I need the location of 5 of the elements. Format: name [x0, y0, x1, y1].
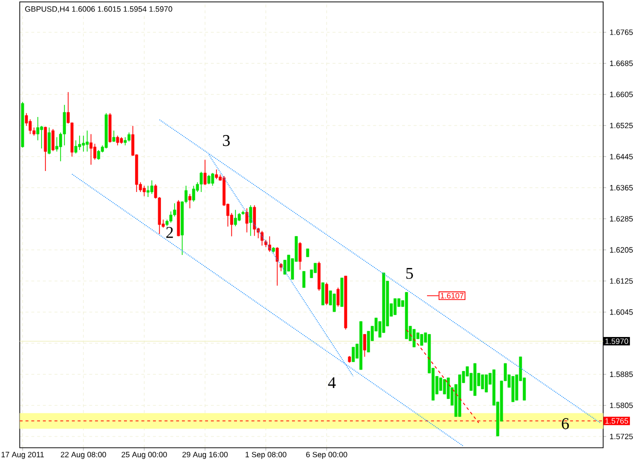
annotation: 2	[166, 226, 173, 238]
annotation: 5	[406, 268, 413, 279]
annotation: 3	[222, 134, 230, 146]
annotation: 6	[562, 418, 569, 430]
annotation: 4	[328, 377, 336, 388]
